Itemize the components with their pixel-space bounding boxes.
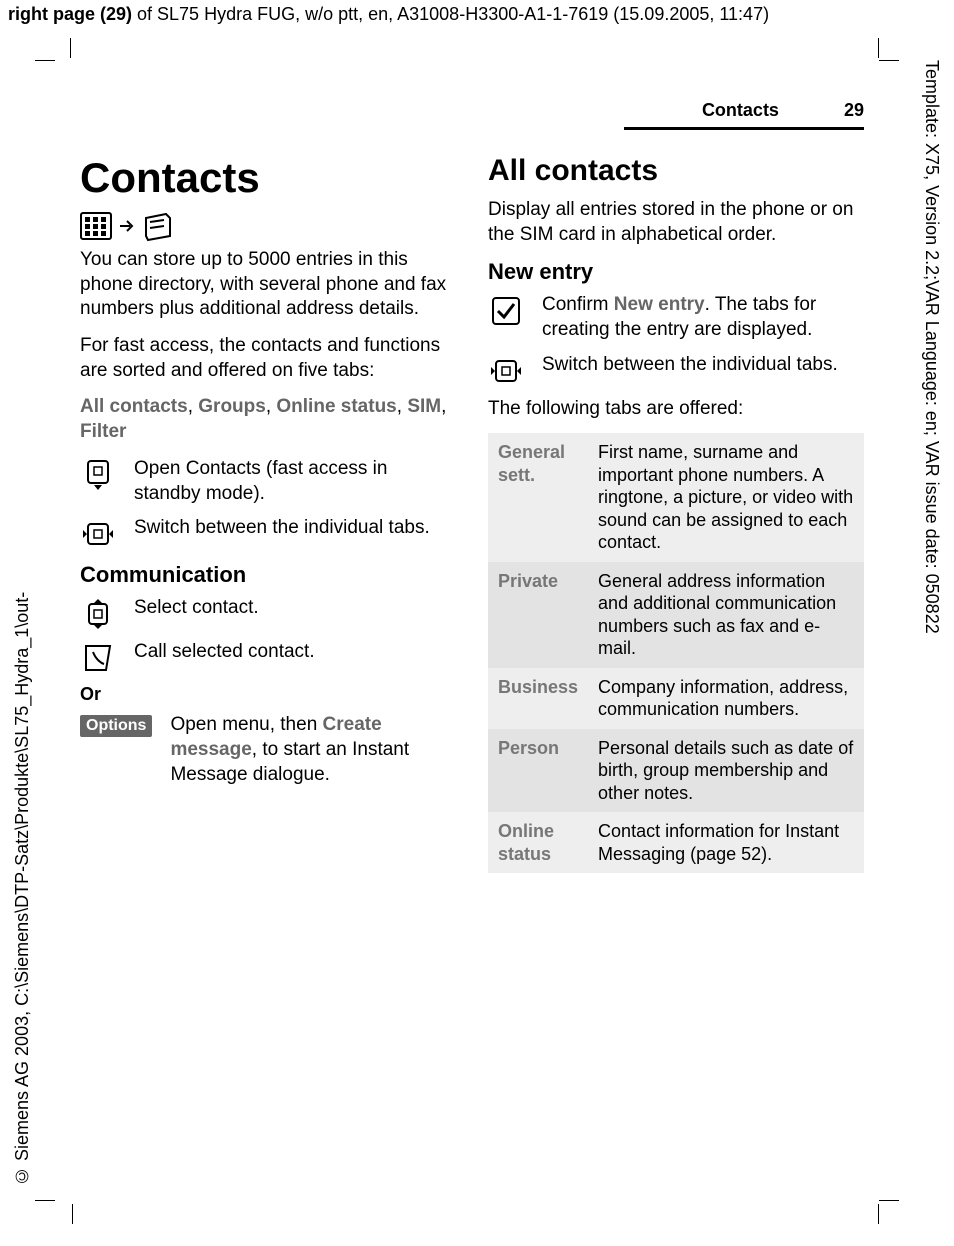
tab-description: Personal details such as date of birth, … — [588, 729, 864, 813]
navkey-down-icon — [82, 459, 114, 491]
page-metadata-header: right page (29) of SL75 Hydra FUG, w/o p… — [0, 0, 954, 29]
tab-label: Person — [488, 729, 588, 813]
tab-label: Business — [488, 668, 588, 729]
contacts-card-icon — [142, 210, 174, 242]
instruction-text: Open Contacts (fast access in standby mo… — [134, 457, 456, 506]
right-column: All contacts Display all entries stored … — [488, 154, 864, 873]
options-softkey-icon: Options — [80, 715, 152, 737]
instruction-text: Confirm New entry. The tabs for creating… — [542, 293, 864, 342]
running-section: Contacts — [702, 100, 779, 120]
intro-paragraph-1: You can store up to 5000 entries in this… — [80, 248, 456, 322]
crop-mark — [72, 1204, 73, 1224]
crop-mark — [35, 1200, 55, 1201]
instruction-text: Switch between the individual tabs. — [542, 353, 864, 378]
arrow-right-icon — [118, 217, 136, 235]
page-title: Contacts — [80, 154, 456, 202]
header-rest: of SL75 Hydra FUG, w/o ptt, en, A31008-H… — [132, 4, 769, 24]
communication-heading: Communication — [80, 562, 456, 588]
all-contacts-intro: Display all entries stored in the phone … — [488, 198, 864, 247]
new-entry-heading: New entry — [488, 259, 864, 285]
tab-description: Company information, address, communicat… — [588, 668, 864, 729]
navkey-updown-icon — [82, 598, 114, 630]
instruction-select-contact: Select contact. — [80, 596, 456, 630]
left-column: Contacts You can store up to 5000 en — [80, 154, 456, 873]
nav-icon-sequence — [80, 210, 456, 242]
crop-mark — [878, 38, 879, 58]
navkey-leftright-icon — [82, 518, 114, 550]
crop-mark — [879, 1200, 899, 1201]
instruction-text: Open menu, then Create message, to start… — [170, 713, 456, 787]
tab-label: Online status — [488, 812, 588, 873]
table-row: General sett. First name, surname and im… — [488, 433, 864, 562]
table-row: Person Personal details such as date of … — [488, 729, 864, 813]
crop-mark — [878, 1204, 879, 1224]
tab-description: First name, surname and important phone … — [588, 433, 864, 562]
confirm-check-icon — [490, 295, 522, 327]
tab-label: General sett. — [488, 433, 588, 562]
page-content: Contacts 29 Contacts — [80, 100, 864, 873]
tab-description: Contact information for Instant Messagin… — [588, 812, 864, 873]
table-row: Business Company information, address, c… — [488, 668, 864, 729]
running-head: Contacts 29 — [80, 100, 864, 127]
tab-description: General address information and addition… — [588, 562, 864, 668]
menu-grid-icon — [80, 210, 112, 242]
running-page-number: 29 — [844, 100, 864, 120]
tab-label: Private — [488, 562, 588, 668]
copyright-metadata-left: © Siemens AG 2003, C:\Siemens\DTP-Satz\P… — [12, 486, 42, 1186]
instruction-open-contacts: Open Contacts (fast access in standby mo… — [80, 457, 456, 506]
crop-mark — [35, 60, 55, 61]
template-metadata-right: Template: X75, Version 2.2;VAR Language:… — [912, 60, 942, 1060]
running-rule — [624, 127, 864, 130]
table-row: Private General address information and … — [488, 562, 864, 668]
instruction-switch-tabs: Switch between the individual tabs. — [80, 516, 456, 550]
or-separator: Or — [80, 684, 456, 705]
call-key-icon — [82, 642, 114, 674]
tab-names-list: All contacts, Groups, Online status, SIM… — [80, 395, 456, 444]
header-bold: right page (29) — [8, 4, 132, 24]
instruction-call-contact: Call selected contact. — [80, 640, 456, 674]
instruction-text: Switch between the individual tabs. — [134, 516, 456, 541]
crop-mark — [879, 60, 899, 61]
crop-mark — [70, 38, 71, 58]
tabs-description-table: General sett. First name, surname and im… — [488, 433, 864, 873]
all-contacts-heading: All contacts — [488, 154, 864, 188]
instruction-switch-tabs-right: Switch between the individual tabs. — [488, 353, 864, 387]
table-row: Online status Contact information for In… — [488, 812, 864, 873]
instruction-confirm-new-entry: Confirm New entry. The tabs for creating… — [488, 293, 864, 342]
instruction-text: Call selected contact. — [134, 640, 456, 665]
intro-paragraph-2: For fast access, the contacts and functi… — [80, 334, 456, 383]
two-column-layout: Contacts You can store up to 5000 en — [80, 154, 864, 873]
tabs-table-intro: The following tabs are offered: — [488, 397, 864, 422]
instruction-options-menu: Options Open menu, then Create message, … — [80, 713, 456, 787]
navkey-leftright-icon — [490, 355, 522, 387]
instruction-text: Select contact. — [134, 596, 456, 621]
